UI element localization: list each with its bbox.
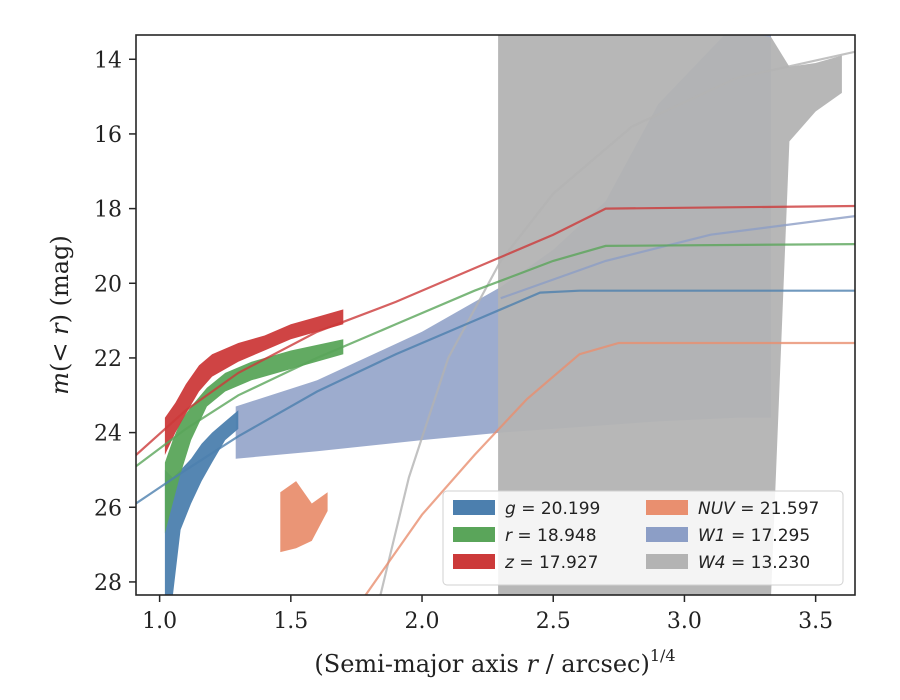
series-models (136, 50, 855, 595)
y-axis-label-var-r: r (46, 322, 74, 335)
band-nuv (280, 481, 328, 553)
legend-swatch-g (453, 500, 495, 515)
x-axis-label: (Semi-major axis r / arcsec)1/4 (314, 646, 675, 678)
model-line-nuv (364, 341, 855, 595)
legend-swatch-w4 (646, 554, 688, 569)
y-axis-label: m(< r) (mag) (46, 235, 74, 395)
model-line-g (136, 289, 855, 505)
legend-value: = 17.927 (514, 553, 599, 573)
y-tick-label: 24 (94, 422, 122, 447)
legend-box (442, 490, 844, 586)
x-tick-label: 1.0 (142, 609, 177, 634)
y-tick-label: 18 (94, 198, 122, 223)
model-line-r (136, 243, 855, 468)
x-axis-label-main: (Semi-major axis (314, 650, 526, 678)
legend-swatch-r (453, 527, 495, 542)
x-axis-label-sup: 1/4 (650, 646, 676, 665)
series-bands (164, 35, 842, 595)
model-line-w1 (500, 215, 855, 300)
legend-label-z: z = 17.927 (504, 553, 598, 573)
legend-swatch-w1 (646, 527, 688, 542)
axes: 1.0 1.5 2.0 2.5 3.0 3.5 14 16 18 20 22 24 26 28 (94, 34, 856, 634)
legend-var: NUV (698, 499, 736, 519)
legend-var: r (505, 526, 513, 546)
legend-swatch-z (453, 554, 495, 569)
y-tick-label: 20 (94, 272, 122, 297)
y-tick-label: 28 (94, 571, 122, 596)
legend-label-w4: W4 = 13.230 (698, 553, 810, 573)
legend-label-g: g = 20.199 (505, 499, 600, 519)
x-tick-label: 3.5 (798, 609, 833, 634)
y-tick-label: 14 (94, 48, 122, 73)
legend-label-nuv: NUV = 21.597 (698, 499, 819, 519)
plot-frame (135, 34, 856, 596)
legend-value: = 13.230 (726, 553, 811, 573)
x-axis-label-var: r (526, 650, 539, 678)
legend-value: = 20.199 (516, 499, 601, 519)
legend-var: g (505, 499, 516, 519)
x-axis-label-mid: / arcsec) (538, 650, 650, 678)
model-line-w4 (379, 50, 855, 595)
legend-value: = 18.948 (512, 526, 597, 546)
legend-swatch-nuv (646, 500, 688, 515)
band-z (164, 309, 344, 455)
x-tick-label: 1.5 (273, 609, 308, 634)
y-tick-label: 22 (94, 347, 122, 372)
model-line-z (136, 204, 855, 456)
legend-value: = 17.295 (726, 526, 811, 546)
legend-value: = 21.597 (735, 499, 820, 519)
legend-var: z (504, 553, 515, 573)
legend-var: W1 (698, 526, 726, 546)
band-r (164, 339, 344, 534)
band-w4 (498, 35, 842, 595)
y-axis-label-var-m: m (46, 372, 74, 395)
legend-label-w1: W1 = 17.295 (698, 526, 810, 546)
y-axis-label-rest: ) (mag) (46, 235, 74, 323)
x-tick-label: 3.0 (667, 609, 702, 634)
y-axis-label-open: (< (46, 335, 74, 372)
band-g (164, 410, 239, 595)
y-tick-label: 26 (94, 496, 122, 521)
x-tick-label: 2.5 (536, 609, 571, 634)
legend-var: W4 (698, 553, 726, 573)
x-tick-label: 2.0 (405, 609, 440, 634)
legend-label-r: r = 18.948 (505, 526, 597, 546)
y-tick-label: 16 (94, 123, 122, 148)
